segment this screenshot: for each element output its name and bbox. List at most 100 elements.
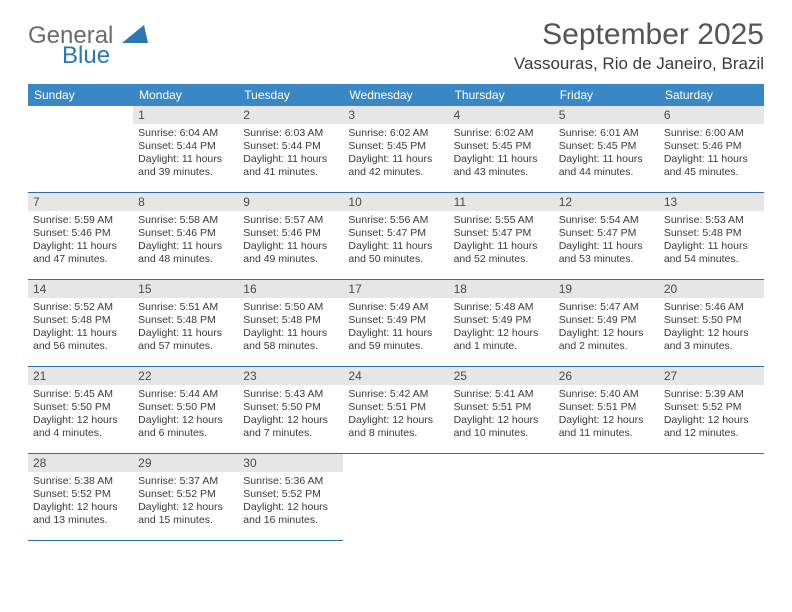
day-details: Sunrise: 5:44 AMSunset: 5:50 PMDaylight:… <box>133 385 238 446</box>
calendar-day-cell: 19Sunrise: 5:47 AMSunset: 5:49 PMDayligh… <box>554 280 659 367</box>
day-details: Sunrise: 6:02 AMSunset: 5:45 PMDaylight:… <box>449 124 554 185</box>
daylight-line2: and 8 minutes. <box>348 427 443 440</box>
calendar-day-cell: 13Sunrise: 5:53 AMSunset: 5:48 PMDayligh… <box>659 193 764 280</box>
sunset-text: Sunset: 5:50 PM <box>33 401 128 414</box>
weekday-header-row: SundayMondayTuesdayWednesdayThursdayFrid… <box>28 84 764 106</box>
sunrise-text: Sunrise: 5:47 AM <box>559 301 654 314</box>
daylight-line2: and 16 minutes. <box>243 514 338 527</box>
daylight-line2: and 53 minutes. <box>559 253 654 266</box>
daylight-line2: and 10 minutes. <box>454 427 549 440</box>
day-number: 21 <box>28 367 133 385</box>
daylight-line1: Daylight: 11 hours <box>348 327 443 340</box>
calendar-day-cell: .. <box>343 454 448 541</box>
day-number: 6 <box>659 106 764 124</box>
calendar-day-cell: 4Sunrise: 6:02 AMSunset: 5:45 PMDaylight… <box>449 106 554 193</box>
day-number: 25 <box>449 367 554 385</box>
sunrise-text: Sunrise: 5:52 AM <box>33 301 128 314</box>
day-number: 15 <box>133 280 238 298</box>
day-details: Sunrise: 5:47 AMSunset: 5:49 PMDaylight:… <box>554 298 659 359</box>
calendar-day-cell: 22Sunrise: 5:44 AMSunset: 5:50 PMDayligh… <box>133 367 238 454</box>
calendar-day-cell: 9Sunrise: 5:57 AMSunset: 5:46 PMDaylight… <box>238 193 343 280</box>
day-number: 12 <box>554 193 659 211</box>
sunset-text: Sunset: 5:50 PM <box>664 314 759 327</box>
day-details: Sunrise: 5:45 AMSunset: 5:50 PMDaylight:… <box>28 385 133 446</box>
sunset-text: Sunset: 5:45 PM <box>348 140 443 153</box>
calendar-day-cell: 16Sunrise: 5:50 AMSunset: 5:48 PMDayligh… <box>238 280 343 367</box>
day-details: Sunrise: 6:00 AMSunset: 5:46 PMDaylight:… <box>659 124 764 185</box>
location: Vassouras, Rio de Janeiro, Brazil <box>514 54 764 74</box>
calendar-day-cell: 21Sunrise: 5:45 AMSunset: 5:50 PMDayligh… <box>28 367 133 454</box>
sunset-text: Sunset: 5:47 PM <box>454 227 549 240</box>
sunset-text: Sunset: 5:46 PM <box>138 227 233 240</box>
daylight-line1: Daylight: 12 hours <box>559 414 654 427</box>
daylight-line2: and 11 minutes. <box>559 427 654 440</box>
day-details: Sunrise: 5:46 AMSunset: 5:50 PMDaylight:… <box>659 298 764 359</box>
day-number: 17 <box>343 280 448 298</box>
daylight-line1: Daylight: 12 hours <box>454 327 549 340</box>
daylight-line2: and 54 minutes. <box>664 253 759 266</box>
daylight-line1: Daylight: 11 hours <box>664 240 759 253</box>
daylight-line1: Daylight: 11 hours <box>348 240 443 253</box>
sunset-text: Sunset: 5:44 PM <box>138 140 233 153</box>
sunrise-text: Sunrise: 5:53 AM <box>664 214 759 227</box>
daylight-line2: and 52 minutes. <box>454 253 549 266</box>
calendar-day-cell: 17Sunrise: 5:49 AMSunset: 5:49 PMDayligh… <box>343 280 448 367</box>
daylight-line1: Daylight: 12 hours <box>243 501 338 514</box>
daylight-line1: Daylight: 11 hours <box>348 153 443 166</box>
day-details: Sunrise: 5:52 AMSunset: 5:48 PMDaylight:… <box>28 298 133 359</box>
month-title: September 2025 <box>514 18 764 52</box>
weekday-header: Sunday <box>28 84 133 106</box>
day-details: Sunrise: 5:43 AMSunset: 5:50 PMDaylight:… <box>238 385 343 446</box>
calendar-day-cell: 8Sunrise: 5:58 AMSunset: 5:46 PMDaylight… <box>133 193 238 280</box>
sunrise-text: Sunrise: 5:46 AM <box>664 301 759 314</box>
calendar-week-row: 21Sunrise: 5:45 AMSunset: 5:50 PMDayligh… <box>28 367 764 454</box>
sunrise-text: Sunrise: 5:50 AM <box>243 301 338 314</box>
sunrise-text: Sunrise: 6:02 AM <box>454 127 549 140</box>
weekday-header: Wednesday <box>343 84 448 106</box>
sunset-text: Sunset: 5:46 PM <box>664 140 759 153</box>
day-number: 27 <box>659 367 764 385</box>
daylight-line2: and 57 minutes. <box>138 340 233 353</box>
calendar-day-cell: 29Sunrise: 5:37 AMSunset: 5:52 PMDayligh… <box>133 454 238 541</box>
sunrise-text: Sunrise: 5:57 AM <box>243 214 338 227</box>
calendar-day-cell: 20Sunrise: 5:46 AMSunset: 5:50 PMDayligh… <box>659 280 764 367</box>
sunrise-text: Sunrise: 5:45 AM <box>33 388 128 401</box>
day-details: Sunrise: 5:40 AMSunset: 5:51 PMDaylight:… <box>554 385 659 446</box>
daylight-line2: and 48 minutes. <box>138 253 233 266</box>
sunrise-text: Sunrise: 5:51 AM <box>138 301 233 314</box>
calendar-day-cell: 14Sunrise: 5:52 AMSunset: 5:48 PMDayligh… <box>28 280 133 367</box>
day-details: Sunrise: 5:51 AMSunset: 5:48 PMDaylight:… <box>133 298 238 359</box>
day-number: 9 <box>238 193 343 211</box>
calendar-day-cell: 27Sunrise: 5:39 AMSunset: 5:52 PMDayligh… <box>659 367 764 454</box>
daylight-line2: and 12 minutes. <box>664 427 759 440</box>
calendar-day-cell: 6Sunrise: 6:00 AMSunset: 5:46 PMDaylight… <box>659 106 764 193</box>
sunrise-text: Sunrise: 5:55 AM <box>454 214 549 227</box>
calendar-day-cell: 26Sunrise: 5:40 AMSunset: 5:51 PMDayligh… <box>554 367 659 454</box>
day-number: 26 <box>554 367 659 385</box>
sunrise-text: Sunrise: 5:58 AM <box>138 214 233 227</box>
day-number: 2 <box>238 106 343 124</box>
calendar-day-cell: .. <box>449 454 554 541</box>
sunrise-text: Sunrise: 5:41 AM <box>454 388 549 401</box>
sunset-text: Sunset: 5:46 PM <box>33 227 128 240</box>
daylight-line2: and 56 minutes. <box>33 340 128 353</box>
calendar-day-cell: .. <box>659 454 764 541</box>
logo-text: General Blue <box>28 24 148 68</box>
day-details: Sunrise: 5:55 AMSunset: 5:47 PMDaylight:… <box>449 211 554 272</box>
sunset-text: Sunset: 5:49 PM <box>454 314 549 327</box>
sunset-text: Sunset: 5:52 PM <box>243 488 338 501</box>
daylight-line2: and 50 minutes. <box>348 253 443 266</box>
calendar-day-cell: 23Sunrise: 5:43 AMSunset: 5:50 PMDayligh… <box>238 367 343 454</box>
day-number: 19 <box>554 280 659 298</box>
day-details: Sunrise: 6:03 AMSunset: 5:44 PMDaylight:… <box>238 124 343 185</box>
day-details: Sunrise: 5:37 AMSunset: 5:52 PMDaylight:… <box>133 472 238 533</box>
day-details: Sunrise: 5:59 AMSunset: 5:46 PMDaylight:… <box>28 211 133 272</box>
sunrise-text: Sunrise: 5:38 AM <box>33 475 128 488</box>
daylight-line2: and 6 minutes. <box>138 427 233 440</box>
sunrise-text: Sunrise: 5:37 AM <box>138 475 233 488</box>
sunset-text: Sunset: 5:50 PM <box>138 401 233 414</box>
daylight-line1: Daylight: 11 hours <box>243 327 338 340</box>
daylight-line2: and 49 minutes. <box>243 253 338 266</box>
day-details: Sunrise: 6:02 AMSunset: 5:45 PMDaylight:… <box>343 124 448 185</box>
calendar-day-cell: 15Sunrise: 5:51 AMSunset: 5:48 PMDayligh… <box>133 280 238 367</box>
